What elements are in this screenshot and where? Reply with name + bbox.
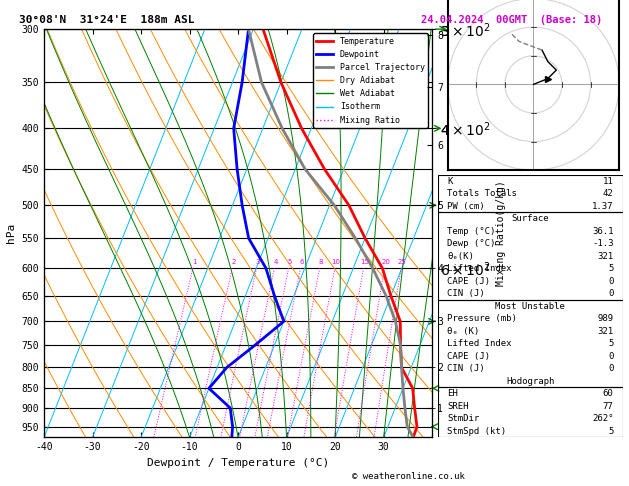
Text: Lifted Index: Lifted Index (447, 264, 511, 273)
Text: 0: 0 (608, 277, 613, 286)
Text: © weatheronline.co.uk: © weatheronline.co.uk (352, 472, 465, 481)
Text: 10: 10 (331, 260, 340, 265)
Text: Lifted Index: Lifted Index (447, 339, 511, 348)
Text: 42: 42 (603, 189, 613, 198)
Text: 5: 5 (608, 264, 613, 273)
Legend: Temperature, Dewpoint, Parcel Trajectory, Dry Adiabat, Wet Adiabat, Isotherm, Mi: Temperature, Dewpoint, Parcel Trajectory… (313, 34, 428, 128)
Text: 60: 60 (603, 389, 613, 398)
Text: 1.37: 1.37 (592, 202, 613, 211)
Y-axis label: Mixing Ratio(g/kg): Mixing Ratio(g/kg) (496, 180, 506, 286)
Text: 6: 6 (299, 260, 304, 265)
Text: 8: 8 (318, 260, 323, 265)
Text: 0: 0 (608, 364, 613, 373)
Text: 77: 77 (603, 401, 613, 411)
Text: CIN (J): CIN (J) (447, 364, 485, 373)
Text: 0: 0 (608, 352, 613, 361)
Text: 0: 0 (608, 289, 613, 298)
Text: 3: 3 (255, 260, 260, 265)
Text: Temp (°C): Temp (°C) (447, 226, 496, 236)
Text: 1: 1 (192, 260, 196, 265)
Text: 989: 989 (598, 314, 613, 323)
Text: 15: 15 (360, 260, 369, 265)
Text: θₑ(K): θₑ(K) (447, 252, 474, 260)
Text: Pressure (mb): Pressure (mb) (447, 314, 517, 323)
Text: 321: 321 (598, 327, 613, 336)
Text: Totals Totals: Totals Totals (447, 189, 517, 198)
Text: Dewp (°C): Dewp (°C) (447, 239, 496, 248)
Text: 4: 4 (274, 260, 278, 265)
Text: 24.04.2024  00GMT  (Base: 18): 24.04.2024 00GMT (Base: 18) (421, 15, 603, 25)
X-axis label: Dewpoint / Temperature (°C): Dewpoint / Temperature (°C) (147, 458, 329, 468)
Text: 36.1: 36.1 (592, 226, 613, 236)
Y-axis label: hPa: hPa (6, 223, 16, 243)
Text: 30°08'N  31°24'E  188m ASL: 30°08'N 31°24'E 188m ASL (19, 15, 194, 25)
Text: Surface: Surface (511, 214, 549, 223)
Text: 2: 2 (231, 260, 236, 265)
Text: CIN (J): CIN (J) (447, 289, 485, 298)
Text: CAPE (J): CAPE (J) (447, 277, 490, 286)
Text: 5: 5 (608, 339, 613, 348)
Text: 321: 321 (598, 252, 613, 260)
Text: 262°: 262° (592, 414, 613, 423)
Text: 5: 5 (287, 260, 292, 265)
Text: CAPE (J): CAPE (J) (447, 352, 490, 361)
Text: StmDir: StmDir (447, 414, 479, 423)
Text: 25: 25 (398, 260, 406, 265)
Text: K: K (447, 177, 452, 186)
Text: PW (cm): PW (cm) (447, 202, 485, 211)
Text: Most Unstable: Most Unstable (496, 302, 565, 311)
Text: EH: EH (447, 389, 458, 398)
Text: 11: 11 (603, 177, 613, 186)
Text: θₑ (K): θₑ (K) (447, 327, 479, 336)
Text: -1.3: -1.3 (592, 239, 613, 248)
Text: 20: 20 (381, 260, 390, 265)
Text: 5: 5 (608, 427, 613, 435)
Text: Hodograph: Hodograph (506, 377, 555, 386)
Text: StmSpd (kt): StmSpd (kt) (447, 427, 506, 435)
Text: SREH: SREH (447, 401, 469, 411)
